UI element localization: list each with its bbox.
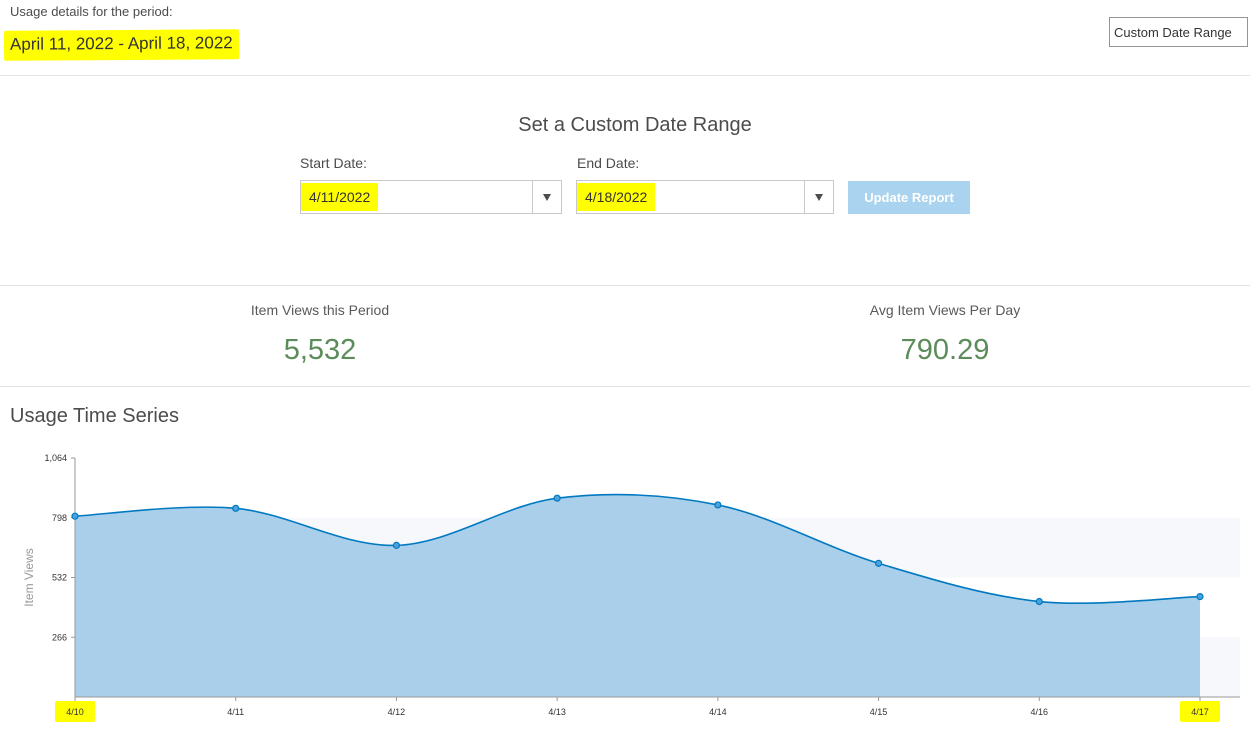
divider — [0, 75, 1250, 76]
end-date-label: End Date: — [577, 155, 640, 171]
chart-title: Usage Time Series — [10, 405, 179, 427]
y-tick-label: 532 — [52, 573, 67, 583]
y-tick-label: 1,064 — [44, 453, 67, 463]
avg-views-value: 790.29 — [900, 334, 990, 366]
period-label: Usage details for the period: — [10, 4, 173, 19]
start-date-value: 4/11/2022 — [301, 183, 379, 211]
chart-line — [74, 493, 1201, 605]
x-tick-label: 4/16 — [1031, 707, 1049, 717]
divider — [0, 285, 1250, 286]
end-date-value: 4/18/2022 — [577, 183, 656, 211]
data-point[interactable] — [1196, 592, 1204, 601]
y-axis-label: Item Views — [22, 548, 36, 606]
x-tick-highlight — [55, 701, 95, 722]
x-tick-label: 4/15 — [870, 707, 888, 717]
period-range: April 11, 2022 - April 18, 2022 — [3, 29, 239, 61]
y-tick-label: 798 — [52, 513, 67, 523]
avg-views-label: Avg Item Views Per Day — [869, 302, 1021, 318]
end-date-select[interactable]: 4/18/2022 — [576, 180, 834, 214]
x-tick-highlight — [1180, 701, 1220, 722]
custom-range-title: Set a Custom Date Range — [518, 114, 752, 136]
update-report-button[interactable]: Update Report — [848, 181, 970, 214]
start-date-label: Start Date: — [300, 155, 367, 171]
date-range-select[interactable]: Custom Date Range — [1109, 17, 1248, 47]
data-point[interactable] — [1035, 597, 1043, 606]
start-date-select[interactable]: 4/11/2022 — [300, 180, 562, 214]
x-tick-label: 4/17 — [1191, 707, 1209, 717]
x-tick-label: 4/14 — [709, 707, 727, 717]
chart-area — [75, 494, 1200, 697]
data-point[interactable] — [553, 494, 561, 502]
data-point[interactable] — [71, 512, 79, 520]
data-point[interactable] — [232, 504, 240, 512]
x-tick-label: 4/12 — [388, 707, 406, 717]
data-point[interactable] — [714, 501, 722, 509]
item-views-value: 5,532 — [283, 334, 357, 366]
usage-time-series-chart: Item Views 266 532 798 1,064 4/10 4/11 4/12 4/… — [22, 453, 1240, 722]
x-tick-label: 4/10 — [66, 707, 84, 717]
data-point[interactable] — [392, 541, 401, 549]
divider — [0, 386, 1250, 387]
end-date-dropdown-button[interactable] — [804, 181, 833, 213]
chevron-down-icon — [543, 193, 551, 201]
x-tick-label: 4/13 — [548, 707, 566, 717]
chevron-down-icon — [815, 193, 823, 201]
item-views-label: Item Views this Period — [250, 302, 390, 318]
x-tick-label: 4/11 — [227, 707, 244, 717]
data-point[interactable] — [874, 559, 883, 567]
start-date-dropdown-button[interactable] — [532, 181, 561, 213]
y-tick-label: 266 — [52, 632, 67, 642]
